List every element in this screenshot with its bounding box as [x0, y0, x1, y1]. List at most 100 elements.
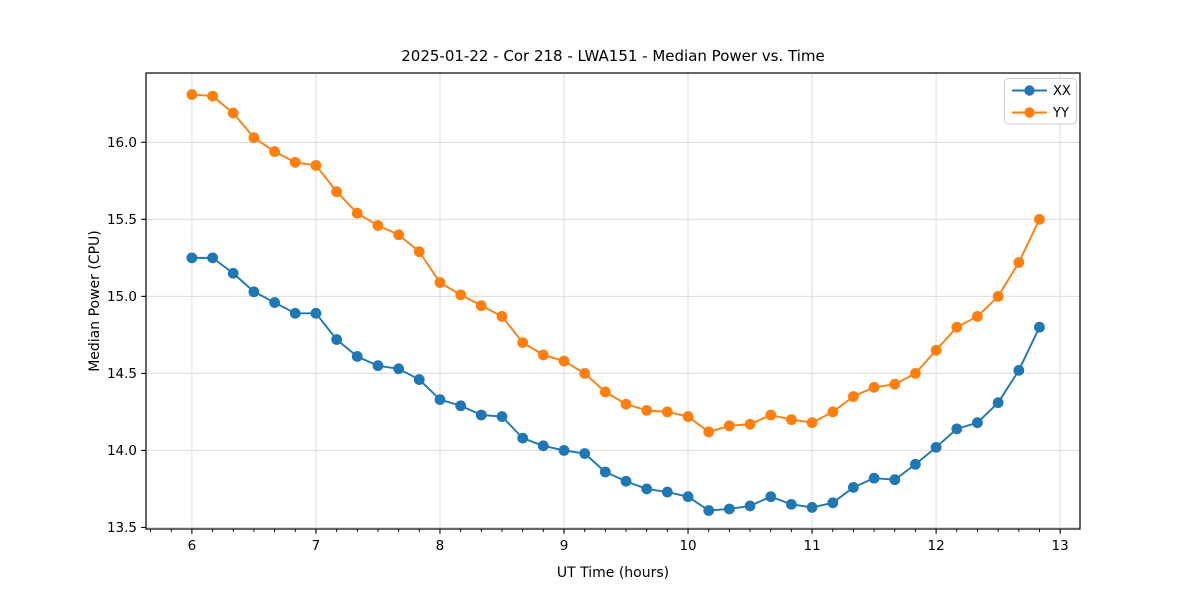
- data-point-xx: [372, 360, 384, 372]
- data-point-xx: [475, 409, 487, 421]
- data-point-yy: [289, 156, 301, 168]
- data-point-yy: [517, 337, 529, 348]
- data-point-yy: [723, 420, 735, 432]
- data-point-yy: [972, 311, 983, 322]
- data-point-yy: [455, 289, 467, 301]
- axes-spines: [145, 72, 1081, 530]
- data-point-yy: [806, 417, 818, 429]
- data-point-xx: [1034, 321, 1045, 333]
- legend-label-xx: XX: [1053, 84, 1071, 99]
- data-point-xx: [227, 267, 239, 279]
- data-point-yy: [620, 398, 632, 410]
- data-point-xx: [723, 503, 735, 515]
- legend-marker-yy: [1024, 107, 1035, 118]
- data-point-yy: [703, 426, 715, 438]
- legend: XX YY: [1004, 78, 1077, 125]
- data-point-xx: [248, 286, 260, 298]
- data-point-xx: [951, 423, 963, 435]
- data-point-xx: [620, 475, 632, 487]
- data-point-xx: [579, 448, 591, 459]
- data-point-yy: [868, 381, 880, 393]
- data-point-xx: [889, 474, 901, 486]
- data-point-yy: [889, 378, 901, 390]
- data-point-yy: [599, 386, 611, 398]
- data-point-xx: [496, 411, 508, 422]
- data-point-yy: [475, 300, 487, 312]
- data-point-xx: [351, 351, 363, 362]
- data-point-xx: [558, 445, 570, 456]
- y-tick-label: 16.0: [107, 135, 137, 151]
- data-point-yy: [827, 406, 839, 418]
- y-tick-label: 14.5: [107, 366, 137, 382]
- y-tick-label: 13.5: [107, 520, 137, 536]
- data-point-xx: [703, 505, 715, 516]
- data-point-yy: [269, 146, 281, 157]
- data-point-xx: [1013, 364, 1025, 376]
- data-point-yy: [765, 409, 777, 421]
- plot-area: [146, 73, 1080, 529]
- data-point-yy: [227, 107, 239, 119]
- data-point-xx: [393, 363, 405, 375]
- data-point-yy: [393, 229, 405, 241]
- legend-label-yy: YY: [1052, 106, 1069, 121]
- data-point-xx: [765, 491, 777, 503]
- data-point-xx: [289, 307, 301, 319]
- data-point-yy: [558, 355, 570, 367]
- data-point-yy: [351, 207, 363, 219]
- data-point-yy: [372, 220, 384, 231]
- data-point-xx: [806, 502, 818, 513]
- x-tick-label: 7: [312, 538, 321, 554]
- data-point-yy: [1013, 257, 1025, 268]
- data-point-yy: [785, 414, 797, 426]
- x-tick-label: 12: [928, 538, 945, 554]
- data-point-yy: [413, 246, 425, 258]
- y-axis-label: Median Power (CPU): [87, 230, 103, 372]
- data-point-xx: [310, 307, 322, 319]
- data-point-yy: [186, 89, 198, 100]
- data-point-xx: [682, 491, 694, 503]
- chart-title: 2025-01-22 - Cor 218 - LWA151 - Median P…: [401, 47, 825, 65]
- data-point-yy: [951, 321, 963, 333]
- legend-marker-xx: [1024, 85, 1035, 96]
- data-point-xx: [599, 466, 611, 478]
- data-point-yy: [310, 160, 322, 171]
- data-point-yy: [992, 290, 1004, 302]
- x-tick-label: 13: [1052, 538, 1069, 554]
- y-tick-label: 14.0: [107, 443, 137, 459]
- x-tick-label: 9: [560, 538, 569, 554]
- data-point-xx: [930, 441, 942, 453]
- x-tick-label: 6: [188, 538, 197, 554]
- data-point-yy: [930, 344, 942, 356]
- y-tick-label: 15.5: [107, 212, 137, 228]
- data-point-xx: [537, 440, 549, 452]
- data-point-xx: [331, 334, 343, 345]
- data-point-xx: [827, 497, 839, 509]
- data-point-yy: [434, 277, 446, 288]
- data-point-xx: [847, 482, 859, 493]
- data-point-xx: [517, 432, 529, 444]
- data-point-yy: [744, 418, 756, 430]
- data-point-xx: [744, 500, 756, 512]
- data-point-xx: [434, 394, 446, 405]
- data-point-yy: [682, 411, 694, 422]
- data-point-xx: [455, 400, 467, 412]
- data-point-yy: [331, 186, 343, 198]
- data-point-yy: [248, 132, 260, 144]
- data-point-xx: [269, 297, 281, 308]
- data-point-xx: [207, 252, 219, 264]
- data-point-xx: [868, 472, 880, 484]
- data-point-yy: [496, 311, 508, 322]
- data-point-xx: [661, 486, 673, 498]
- x-tick-label: 8: [436, 538, 445, 554]
- data-point-xx: [785, 498, 797, 510]
- data-point-yy: [579, 368, 591, 379]
- x-axis-label: UT Time (hours): [557, 565, 669, 581]
- data-point-yy: [910, 368, 921, 379]
- x-tick-label: 10: [679, 538, 696, 554]
- data-point-xx: [910, 458, 921, 470]
- data-point-xx: [992, 397, 1004, 409]
- data-point-yy: [1034, 213, 1045, 225]
- data-point-yy: [847, 391, 859, 402]
